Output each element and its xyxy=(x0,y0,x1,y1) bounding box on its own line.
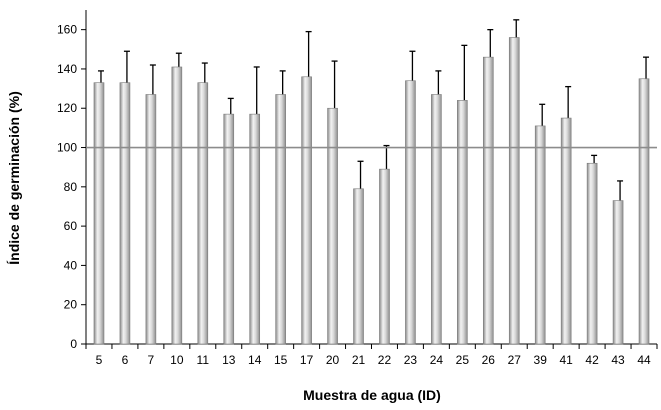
bar xyxy=(508,37,520,345)
y-tick-label: 100 xyxy=(57,141,77,155)
x-tick-label: 10 xyxy=(170,353,184,367)
bar xyxy=(379,168,390,345)
x-tick-label: 27 xyxy=(508,353,522,367)
y-tick-label: 60 xyxy=(64,219,78,233)
x-tick-label: 6 xyxy=(122,353,129,367)
x-tick-label: 21 xyxy=(352,353,366,367)
y-tick-label: 20 xyxy=(64,298,78,312)
bar xyxy=(171,66,183,345)
y-tick-label: 160 xyxy=(57,23,77,37)
x-axis-title: Muestra de agua (ID) xyxy=(303,387,441,403)
x-tick-label: 15 xyxy=(274,353,288,367)
x-tick-label: 24 xyxy=(430,353,444,367)
x-tick-label: 43 xyxy=(611,353,625,367)
y-tick-label: 40 xyxy=(64,258,78,272)
x-tick-label: 7 xyxy=(148,353,155,367)
bar xyxy=(353,188,364,345)
bar xyxy=(638,78,650,345)
bar xyxy=(457,100,468,345)
bar xyxy=(560,117,572,345)
x-tick-label: 20 xyxy=(326,353,340,367)
x-tick-label: 41 xyxy=(559,353,573,367)
y-tick-label: 0 xyxy=(70,337,77,351)
bar xyxy=(482,56,494,345)
y-axis-title: Índice de germinación (%) xyxy=(6,91,22,264)
y-tick-label: 140 xyxy=(57,62,77,76)
x-tick-label: 11 xyxy=(197,353,210,367)
bar xyxy=(275,94,286,345)
bar xyxy=(586,162,598,345)
bar xyxy=(405,80,416,345)
bar xyxy=(197,82,209,345)
x-tick-label: 13 xyxy=(222,353,236,367)
x-tick-label: 14 xyxy=(248,353,262,367)
x-tick-label: 17 xyxy=(300,353,314,367)
bar xyxy=(612,200,624,345)
bar xyxy=(301,76,312,345)
bar xyxy=(327,107,338,345)
bar xyxy=(249,113,261,345)
x-tick-label: 5 xyxy=(96,353,103,367)
x-tick-label: 26 xyxy=(482,353,496,367)
x-tick-label: 23 xyxy=(404,353,418,367)
bar xyxy=(223,113,235,345)
x-tick-label: 42 xyxy=(585,353,599,367)
y-tick-label: 120 xyxy=(57,101,77,115)
x-tick-label: 25 xyxy=(456,353,470,367)
plot-area: 0 20 40 60 80 100 120 140 160 5 6 7 10 11 13 14 15 17 20 21… xyxy=(57,10,658,367)
bar xyxy=(119,82,131,345)
x-tick-label: 44 xyxy=(637,353,651,367)
x-tick-label: 22 xyxy=(378,353,392,367)
bar xyxy=(534,125,546,345)
bar xyxy=(431,94,442,345)
y-tick-label: 80 xyxy=(64,180,78,194)
bar xyxy=(145,94,157,345)
bar xyxy=(93,82,105,345)
x-tick-label: 39 xyxy=(534,353,548,367)
